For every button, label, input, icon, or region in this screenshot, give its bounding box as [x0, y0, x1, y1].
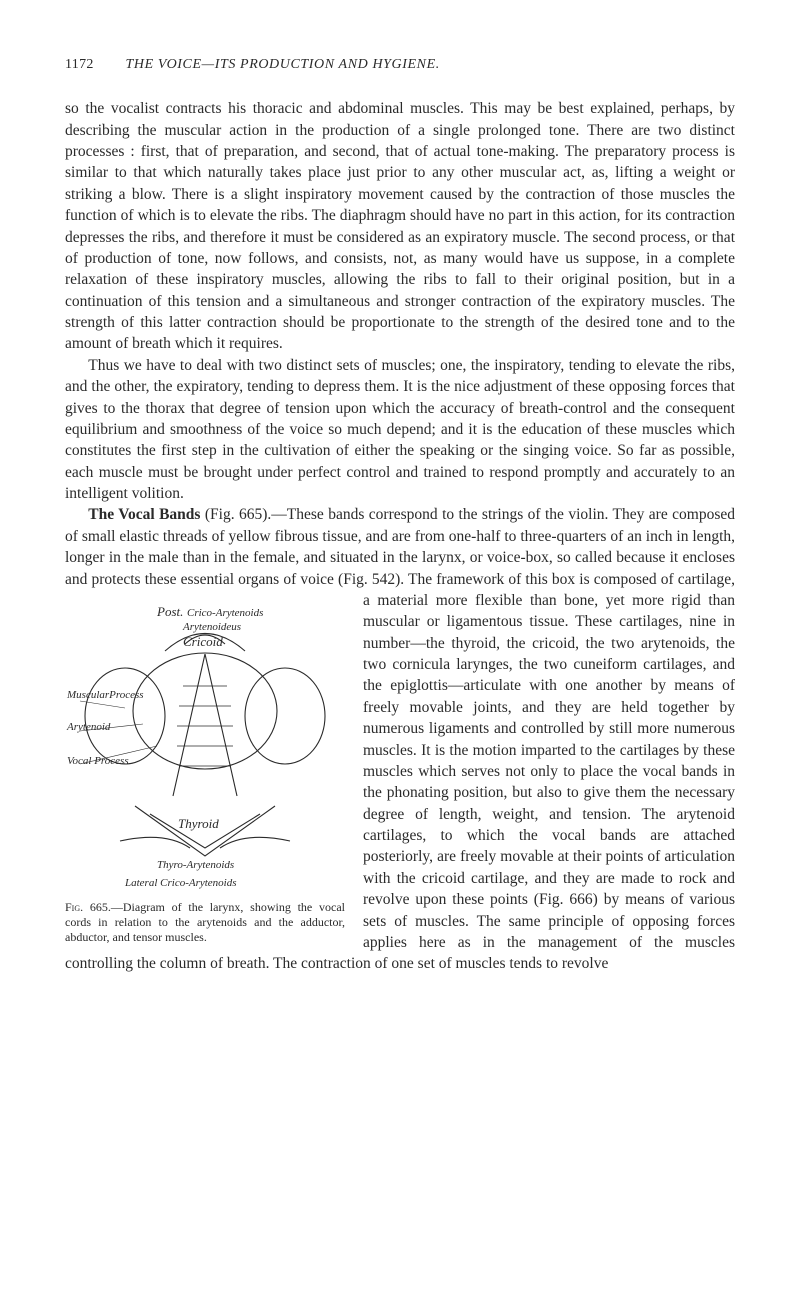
- figure-665-caption-lead: Fig. 665.—: [65, 900, 123, 914]
- svg-text:Lateral Crico-Arytenoids: Lateral Crico-Arytenoids: [124, 877, 237, 889]
- figure-665: Post. Crico-Arytenoids ArytenoideusCricoid…: [65, 596, 345, 945]
- vocal-bands-heading: The Vocal Bands: [88, 506, 200, 523]
- svg-text:Arytenoideus: Arytenoideus: [182, 621, 241, 633]
- page-header: 1172 THE VOICE—ITS PRODUCTION AND HYGIEN…: [65, 55, 735, 74]
- svg-text:MuscularProcess: MuscularProcess: [66, 689, 144, 701]
- larynx-diagram-icon: Post. Crico-Arytenoids ArytenoideusCricoid…: [65, 596, 345, 896]
- figure-665-caption: Fig. 665.—Diagram of the larynx, showing…: [65, 900, 345, 945]
- running-title: THE VOICE—ITS PRODUCTION AND HYGIENE.: [126, 57, 440, 72]
- paragraph-3: The Vocal Bands (Fig. 665).—These bands …: [65, 504, 735, 974]
- svg-text:Crico-Arytenoids: Crico-Arytenoids: [187, 607, 263, 619]
- svg-text:Thyroid: Thyroid: [178, 816, 219, 831]
- svg-text:Thyro-Arytenoids: Thyro-Arytenoids: [157, 859, 234, 871]
- paragraph-1: so the vocalist contracts his thoracic a…: [65, 98, 735, 355]
- svg-text:Vocal Process: Vocal Process: [67, 755, 129, 767]
- paragraph-3-with-figure: The Vocal Bands (Fig. 665).—These bands …: [65, 504, 735, 974]
- svg-text:Post.: Post.: [156, 604, 183, 619]
- svg-text:Cricoid: Cricoid: [183, 634, 223, 649]
- svg-text:Arytenoid: Arytenoid: [66, 721, 111, 733]
- paragraph-2: Thus we have to deal with two distinct s…: [65, 355, 735, 505]
- page-number: 1172: [65, 55, 94, 74]
